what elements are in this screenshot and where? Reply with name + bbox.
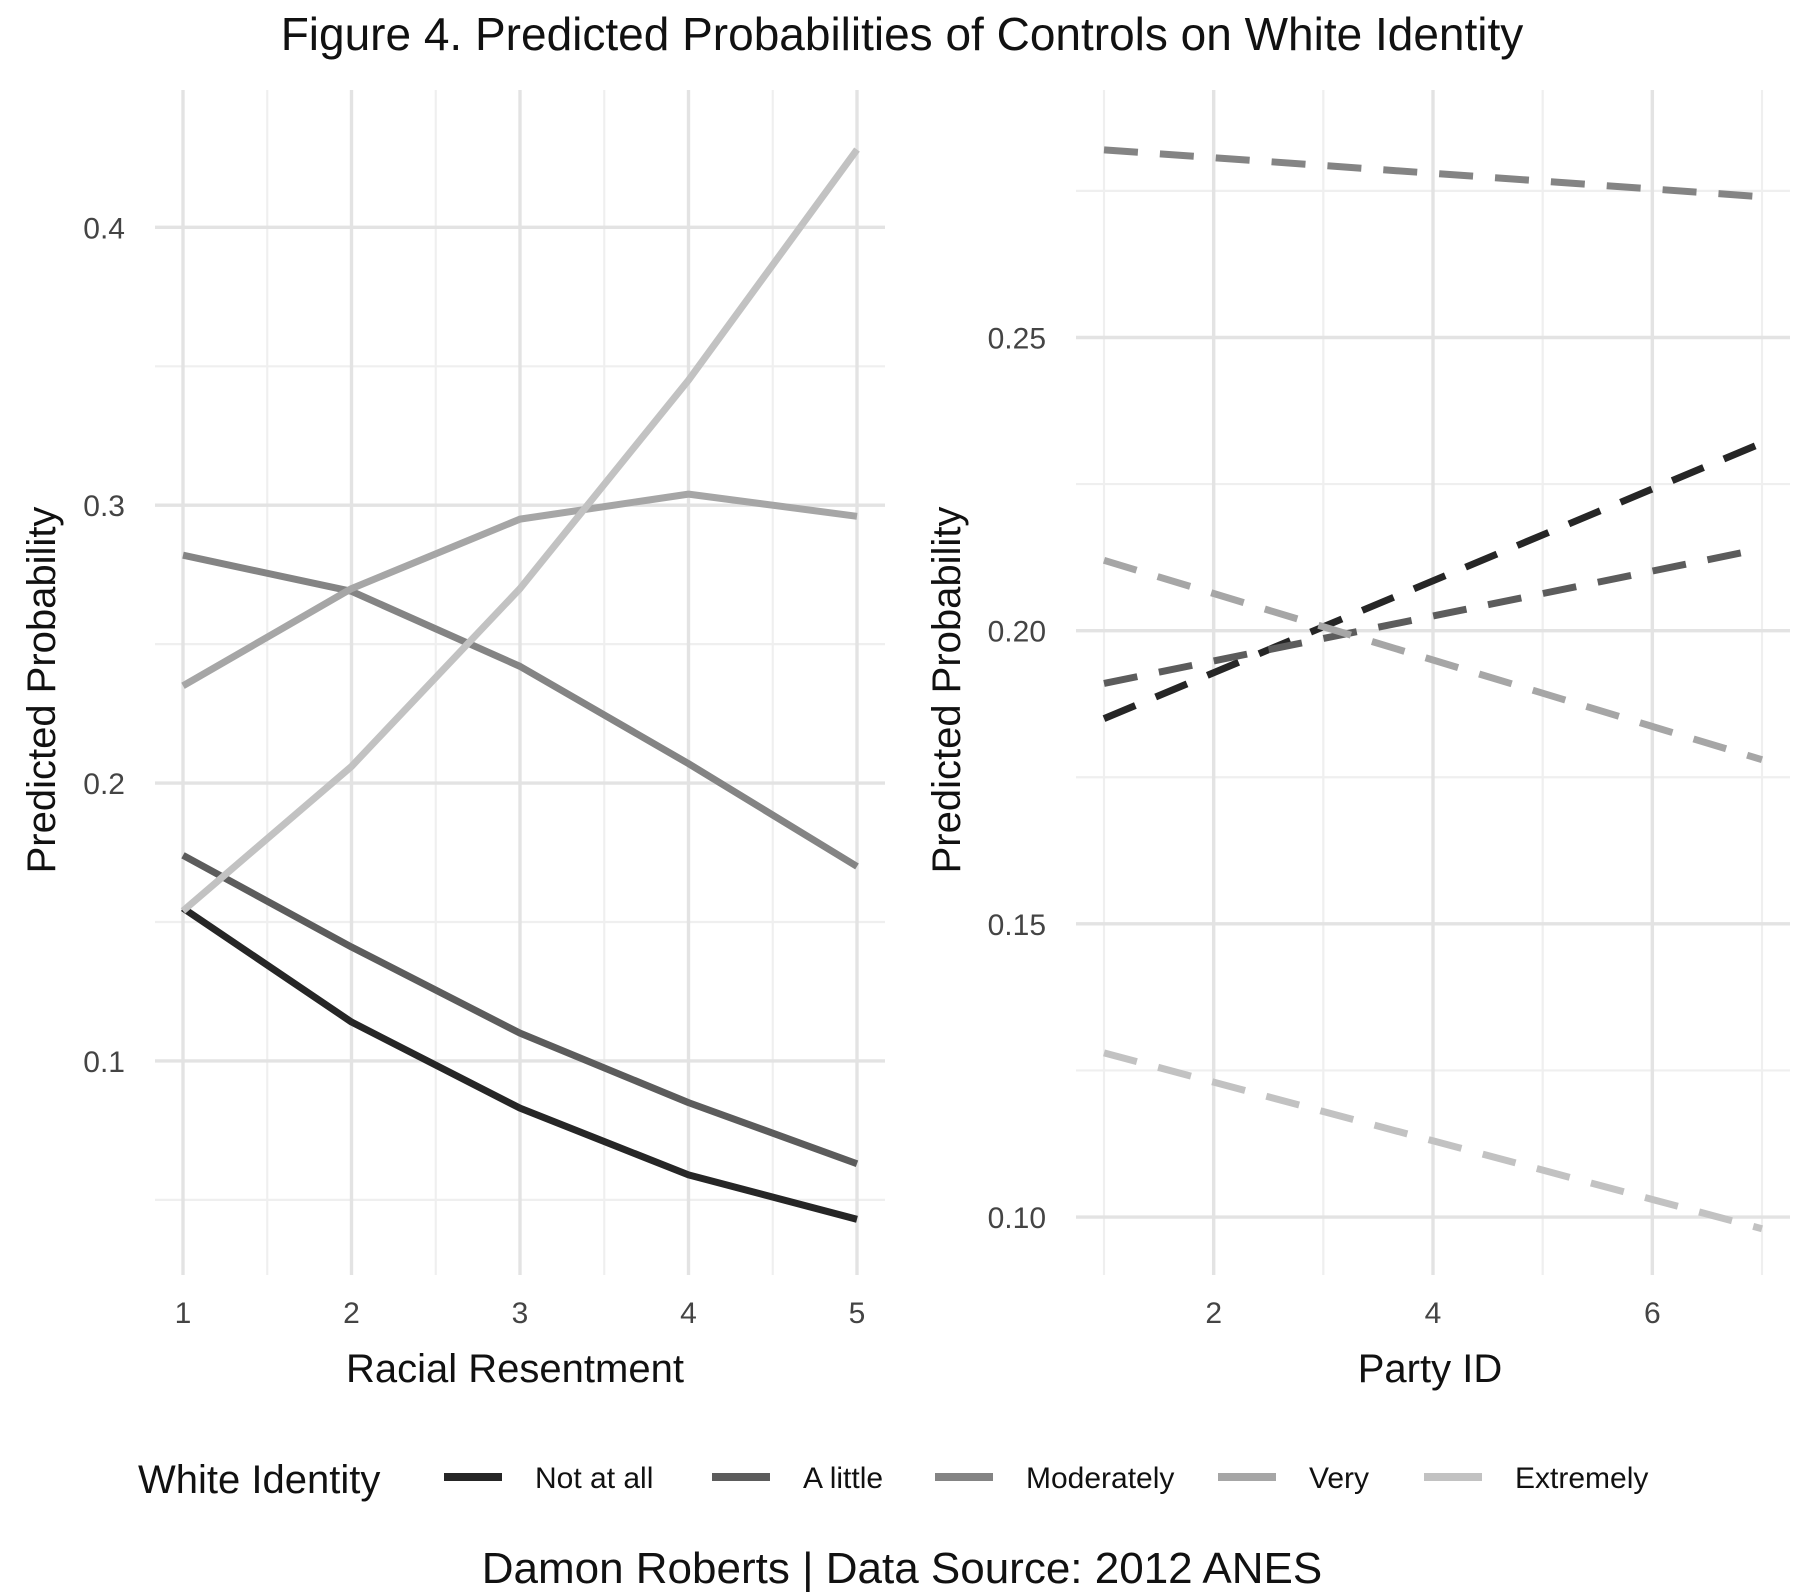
legend-label-moderately: Moderately (1026, 1462, 1174, 1495)
racial-resentment-x-ticks: 1 2 3 4 5 (175, 1297, 866, 1330)
racial-resentment-lines (180, 147, 860, 1223)
legend-label-a-little: A little (803, 1462, 883, 1495)
racial-resentment-series-a-little (181, 852, 859, 1168)
racial-resentment-x-tick-label: 5 (849, 1297, 866, 1330)
racial-resentment-series-extremely (180, 147, 860, 914)
racial-resentment-panel: 0.1 0.2 0.3 0.4 1 2 3 4 5 Racial Resentment Pre… (20, 90, 885, 1391)
figure-title: Figure 4. Predicted Probabilities of Con… (281, 8, 1524, 60)
party-id-x-tick-label: 2 (1205, 1297, 1222, 1330)
party-id-y-tick-label: 0.15 (988, 909, 1046, 942)
party-id-series-not-at-all (1102, 439, 1764, 722)
caption: Damon Roberts | Data Source: 2012 ANES (482, 1544, 1323, 1593)
racial-resentment-y-tick-label: 0.2 (83, 768, 125, 801)
legend: White Identity Not at all A little Moderat… (138, 1458, 1648, 1502)
party-id-y-axis-title: Predicted Probability (925, 507, 969, 874)
party-id-x-tick-label: 4 (1425, 1297, 1442, 1330)
party-id-grid (1076, 90, 1790, 1275)
legend-label-very: Very (1309, 1462, 1369, 1495)
racial-resentment-y-axis-title: Predicted Probability (20, 507, 64, 874)
racial-resentment-x-tick-label: 4 (680, 1297, 697, 1330)
racial-resentment-series-moderately (182, 551, 859, 870)
party-id-series-very (1102, 556, 1764, 764)
racial-resentment-series-not-at-all (181, 905, 858, 1223)
legend-label-extremely: Extremely (1515, 1462, 1648, 1495)
racial-resentment-x-tick-label: 1 (175, 1297, 192, 1330)
legend-items: Not at all A little Moderately Very Extremel… (444, 1462, 1648, 1495)
legend-label-not-at-all: Not at all (535, 1462, 653, 1495)
legend-title: White Identity (138, 1458, 380, 1502)
racial-resentment-y-tick-label: 0.3 (83, 490, 125, 523)
party-id-x-tick-label: 6 (1644, 1297, 1661, 1330)
party-id-series-extremely (1103, 1049, 1763, 1233)
party-id-lines (1102, 146, 1764, 1233)
party-id-panel: 0.10 0.15 0.20 0.25 2 4 6 Party ID Predicted … (925, 90, 1790, 1391)
racial-resentment-y-tick-label: 0.1 (83, 1046, 125, 1079)
party-id-x-axis-title: Party ID (1358, 1347, 1502, 1391)
party-id-y-tick-label: 0.20 (988, 616, 1046, 649)
racial-resentment-y-tick-label: 0.4 (83, 212, 125, 245)
racial-resentment-x-axis-title: Racial Resentment (346, 1347, 684, 1391)
racial-resentment-x-tick-label: 2 (343, 1297, 360, 1330)
party-id-y-tick-label: 0.10 (988, 1202, 1046, 1235)
racial-resentment-y-ticks: 0.1 0.2 0.3 0.4 (83, 212, 125, 1079)
party-id-x-ticks: 2 4 6 (1205, 1297, 1660, 1330)
racial-resentment-series-very (181, 490, 858, 689)
racial-resentment-x-tick-label: 3 (512, 1297, 529, 1330)
party-id-y-tick-label: 0.25 (988, 322, 1046, 355)
party-id-y-ticks: 0.10 0.15 0.20 0.25 (988, 322, 1046, 1235)
